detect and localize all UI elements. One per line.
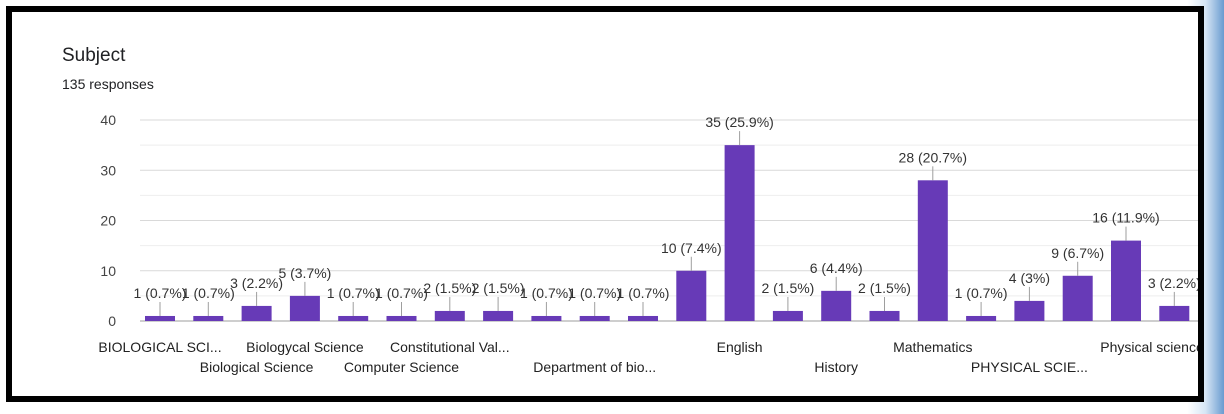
x-category-label: History (814, 359, 858, 375)
bar (724, 145, 755, 321)
data-label: 1 (0.7%) (134, 285, 187, 301)
data-label: 2 (1.5%) (472, 280, 525, 296)
x-category-label: Department of bio... (533, 359, 656, 375)
response-count: 135 responses (62, 76, 154, 92)
data-label: 9 (6.7%) (1051, 245, 1104, 261)
data-label: 6 (4.4%) (810, 260, 863, 276)
bar (338, 315, 369, 321)
data-label: 3 (2.2%) (1148, 275, 1201, 291)
x-category-label: Mathematics (893, 339, 972, 355)
data-label: 3 (2.2%) (230, 275, 283, 291)
data-label: 1 (0.7%) (327, 285, 380, 301)
data-label: 2 (1.5%) (423, 280, 476, 296)
data-label: 28 (20.7%) (899, 149, 967, 165)
y-tick-label: 0 (108, 313, 116, 329)
y-tick-label: 20 (100, 213, 116, 229)
bar (1159, 305, 1190, 321)
bar (676, 270, 707, 321)
bar (193, 315, 224, 321)
bar (386, 315, 417, 321)
bar (966, 315, 997, 321)
x-category-label: Computer Science (344, 359, 459, 375)
bar (145, 315, 175, 321)
x-category-label: BIOLOGICAL SCI... (98, 339, 221, 355)
data-label: 1 (0.7%) (617, 285, 670, 301)
chart-card: Subject 135 responses 0 10 20 30 40 1 (0.7%) 1… (6, 6, 1204, 402)
data-label: 1 (0.7%) (182, 285, 235, 301)
bar (241, 305, 272, 321)
y-tick-label: 10 (100, 263, 116, 279)
bar (628, 315, 658, 321)
chart-title: Subject (62, 45, 126, 66)
bar (579, 315, 610, 321)
data-label: 1 (0.7%) (520, 285, 573, 301)
bar (869, 310, 900, 321)
x-category-label: Constitutional Val... (390, 339, 510, 355)
data-label: 5 (3.7%) (278, 265, 331, 281)
bar (917, 180, 948, 321)
bar (289, 295, 320, 321)
data-label: 1 (0.7%) (955, 285, 1008, 301)
x-category-label: PHYSICAL SCIE... (971, 359, 1088, 375)
bar (434, 310, 465, 321)
data-label: 16 (11.9%) (1092, 210, 1159, 226)
x-category-label: Biological Science (200, 359, 314, 375)
data-label: 2 (1.5%) (858, 280, 911, 296)
data-label: 35 (25.9%) (705, 114, 773, 130)
y-tick-label: 30 (100, 162, 116, 178)
y-tick-label: 40 (100, 112, 116, 128)
bar (821, 290, 852, 321)
data-label: 4 (3%) (1009, 270, 1050, 286)
data-label: 2 (1.5%) (761, 280, 814, 296)
data-label: 1 (0.7%) (568, 285, 621, 301)
x-category-label: Biologycal Science (246, 339, 364, 355)
bar (1062, 275, 1093, 321)
data-label: 10 (7.4%) (661, 240, 722, 256)
bar (1111, 240, 1141, 321)
data-label: 1 (0.7%) (375, 285, 428, 301)
x-category-label: English (717, 339, 763, 355)
bar (772, 310, 803, 321)
bar (483, 310, 514, 321)
bar (1014, 300, 1045, 321)
x-category-label: Physical science (1100, 339, 1204, 355)
bar (531, 315, 562, 321)
